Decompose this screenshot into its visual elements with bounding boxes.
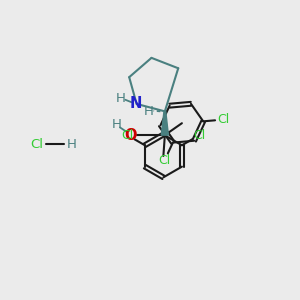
- Text: Cl: Cl: [217, 113, 230, 126]
- Polygon shape: [161, 111, 168, 135]
- Text: H: H: [112, 118, 122, 131]
- Text: Cl: Cl: [158, 154, 170, 167]
- Text: Cl: Cl: [31, 138, 44, 151]
- Text: H: H: [144, 105, 154, 118]
- Text: Cl: Cl: [121, 129, 134, 142]
- Text: Cl: Cl: [193, 129, 206, 142]
- Text: H: H: [66, 138, 76, 151]
- Text: N: N: [130, 96, 142, 111]
- Text: O: O: [124, 128, 137, 142]
- Text: H: H: [116, 92, 126, 105]
